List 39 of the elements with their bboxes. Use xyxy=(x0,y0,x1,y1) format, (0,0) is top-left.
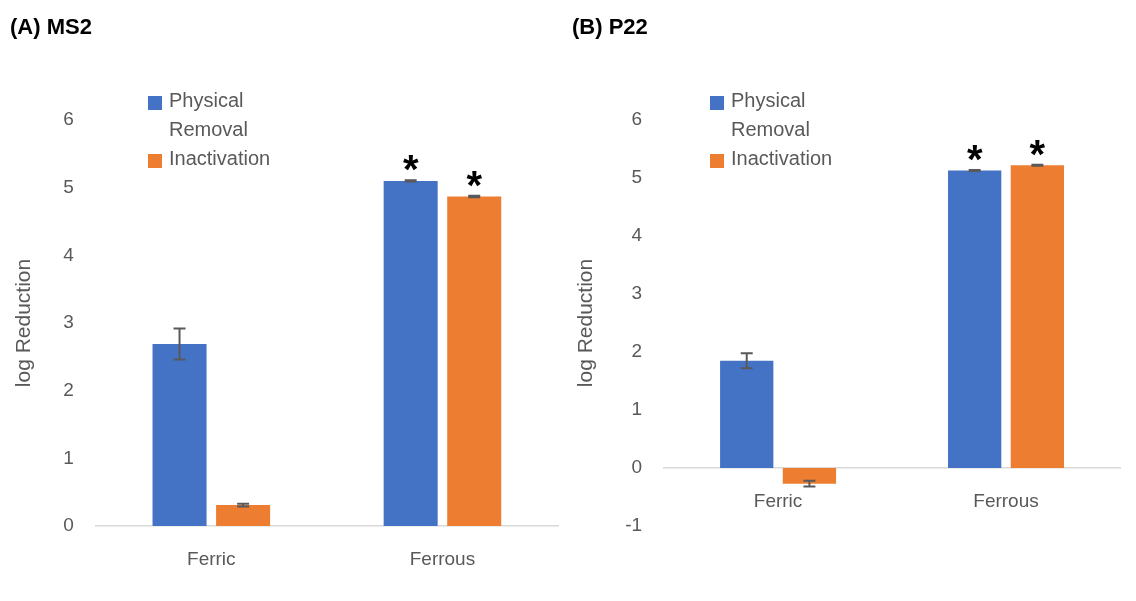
y-tick-label: 0 xyxy=(631,456,643,478)
y-tick-label: 3 xyxy=(63,311,74,333)
annotation: * xyxy=(1029,131,1046,176)
y-tick-label: 4 xyxy=(631,224,643,246)
bar xyxy=(383,180,438,526)
y-tick-label: 2 xyxy=(63,378,74,400)
y-tick-label: -1 xyxy=(625,514,643,536)
y-tick-label: 6 xyxy=(63,108,74,130)
bar xyxy=(782,468,837,484)
y-axis-title: log Reduction xyxy=(11,258,35,388)
x-tick-label: Ferric xyxy=(753,489,803,511)
bar xyxy=(948,170,1002,468)
legend-label: Physical Removal xyxy=(169,88,249,142)
bar xyxy=(216,505,271,526)
y-tick-label: 5 xyxy=(63,175,74,197)
legend-label: Physical Removal xyxy=(731,88,811,142)
x-tick-label: Ferrous xyxy=(409,547,476,569)
y-tick-label: 4 xyxy=(63,243,75,265)
bar xyxy=(447,196,502,526)
legend-label: Inactivation xyxy=(169,146,272,171)
x-tick-label: Ferrous xyxy=(973,489,1039,511)
y-tick-label: 6 xyxy=(631,108,643,130)
annotation: * xyxy=(402,147,419,192)
y-axis-title: log Reduction xyxy=(573,258,597,388)
annotation: * xyxy=(966,136,983,181)
y-tick-label: 1 xyxy=(63,446,74,468)
y-tick-label: 3 xyxy=(631,282,643,304)
y-tick-label: 5 xyxy=(631,166,643,188)
chart-title: (B) P22 xyxy=(572,14,648,40)
x-tick-label: Ferric xyxy=(187,547,236,569)
y-tick-label: 2 xyxy=(631,340,643,362)
chart-title: (A) MS2 xyxy=(10,14,92,40)
annotation: * xyxy=(466,162,483,207)
legend-label: Inactivation xyxy=(731,146,834,171)
y-tick-label: 1 xyxy=(631,398,643,420)
bar xyxy=(152,343,207,526)
bar xyxy=(720,360,774,468)
bar xyxy=(1010,165,1065,468)
y-tick-label: 0 xyxy=(63,514,74,536)
